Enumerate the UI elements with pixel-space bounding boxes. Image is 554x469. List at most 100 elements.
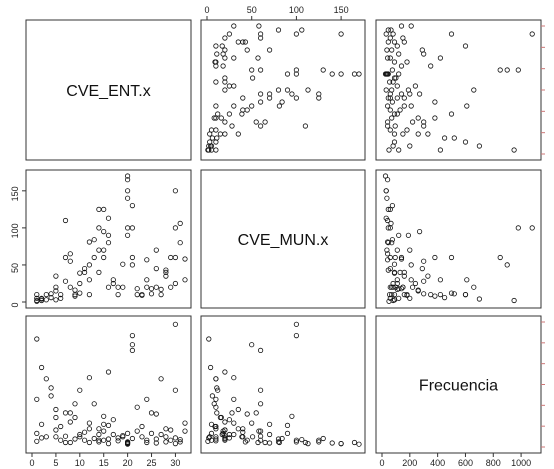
panel-1-2 [200, 19, 366, 161]
data-point [257, 99, 264, 105]
data-point [163, 426, 169, 432]
data-point [205, 438, 211, 444]
data-point [391, 291, 398, 298]
data-point [144, 396, 150, 402]
data-point [257, 67, 264, 73]
data-point [256, 23, 262, 29]
tick-label: 10 [75, 458, 85, 468]
data-point [437, 147, 443, 153]
data-point [129, 342, 135, 348]
data-point [219, 43, 225, 49]
data-point [279, 435, 285, 442]
data-point [208, 127, 215, 133]
data-point [415, 115, 421, 121]
data-point [266, 431, 273, 438]
data-point [383, 215, 389, 221]
data-point [412, 280, 418, 287]
data-point [396, 71, 402, 77]
data-point [400, 131, 406, 137]
data-point [226, 417, 232, 423]
data-point [148, 430, 155, 436]
data-point [168, 437, 174, 443]
data-point [48, 291, 54, 297]
data-point [412, 83, 418, 89]
data-point [72, 414, 78, 421]
data-point [257, 91, 264, 97]
data-point [464, 277, 470, 283]
data-point [515, 67, 521, 73]
data-point [235, 131, 241, 137]
data-point [256, 428, 262, 434]
data-point [226, 111, 232, 117]
data-point [396, 51, 402, 57]
data-point [153, 265, 159, 272]
data-point [105, 284, 112, 290]
data-point [448, 31, 455, 37]
data-point [242, 439, 248, 445]
data-point [432, 115, 438, 121]
data-point [168, 284, 174, 290]
data-point [96, 439, 102, 445]
data-point [48, 294, 54, 301]
panel-3-1 [25, 315, 192, 454]
data-point [120, 284, 126, 290]
data-point [425, 131, 431, 137]
panel-2-2 [200, 169, 366, 309]
tick-label: 30 [170, 458, 180, 468]
data-point [67, 419, 73, 425]
data-point [58, 437, 64, 443]
data-point [172, 440, 178, 447]
data-point [218, 115, 224, 121]
data-point [289, 413, 295, 419]
data-point [392, 254, 398, 261]
tick-label: 100 [10, 223, 20, 238]
data-point [257, 437, 264, 443]
data-point [351, 71, 358, 77]
data-point [231, 420, 237, 426]
data-point [62, 217, 69, 224]
tick-label: 0 [10, 302, 20, 307]
data-point [53, 284, 59, 290]
data-point [62, 410, 69, 416]
data-point [394, 277, 400, 283]
data-point [213, 127, 219, 133]
data-point [77, 387, 83, 393]
data-point [462, 43, 469, 49]
data-point [110, 277, 116, 283]
data-point [471, 284, 477, 290]
data-point [401, 39, 407, 45]
data-point [266, 47, 273, 53]
data-point [293, 95, 299, 101]
data-point [172, 225, 178, 231]
data-point [101, 437, 107, 443]
data-point [158, 376, 164, 382]
data-point [389, 47, 395, 53]
data-point [214, 410, 220, 416]
data-point [125, 440, 131, 446]
data-point [153, 247, 159, 253]
data-point [250, 75, 256, 81]
data-point [249, 342, 255, 348]
data-point [386, 79, 393, 85]
data-point [293, 439, 299, 445]
data-point [441, 294, 448, 301]
data-point [91, 237, 97, 243]
data-point [158, 286, 164, 292]
data-point [144, 277, 150, 283]
data-point [34, 396, 40, 402]
data-point [101, 421, 107, 427]
data-point [229, 410, 235, 416]
data-point [77, 431, 83, 438]
data-point [53, 406, 59, 413]
tick-label: 20 [123, 458, 133, 468]
tick-label: 1000 [511, 458, 531, 468]
data-point [212, 59, 218, 65]
data-point [451, 135, 457, 141]
data-point [129, 225, 135, 231]
data-point [134, 428, 140, 434]
data-point [214, 385, 220, 391]
data-point [217, 131, 223, 137]
data-point [168, 254, 174, 261]
data-point [129, 435, 135, 442]
data-point [129, 332, 135, 339]
